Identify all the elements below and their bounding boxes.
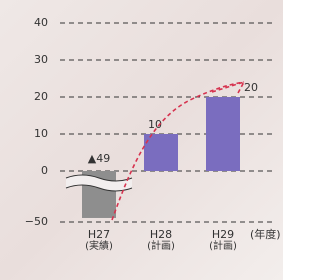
- y-tick-label: 0: [41, 164, 48, 177]
- x-tick-label: H27: [88, 228, 110, 241]
- chart: −50010203040H27(実績)▲49H28(計画)10H29(計画)20…: [0, 0, 283, 280]
- y-tick-label: 40: [34, 16, 48, 29]
- x-tick-label: H28: [150, 228, 172, 241]
- x-tick-note: (計画): [209, 239, 237, 252]
- y-tick-label: 20: [34, 90, 48, 103]
- x-tick-label: H29: [212, 228, 234, 241]
- y-tick-label: −50: [25, 215, 48, 228]
- background: [0, 0, 283, 280]
- y-tick-label: 30: [34, 53, 48, 66]
- bar: [206, 97, 240, 171]
- value-label: 20: [244, 81, 258, 94]
- y-tick-label: 10: [34, 127, 48, 140]
- x-unit: (年度): [250, 227, 281, 241]
- value-label: ▲49: [88, 152, 110, 165]
- x-tick-note: (実績): [85, 239, 113, 252]
- bar: [144, 134, 178, 171]
- x-tick-note: (計画): [147, 239, 175, 252]
